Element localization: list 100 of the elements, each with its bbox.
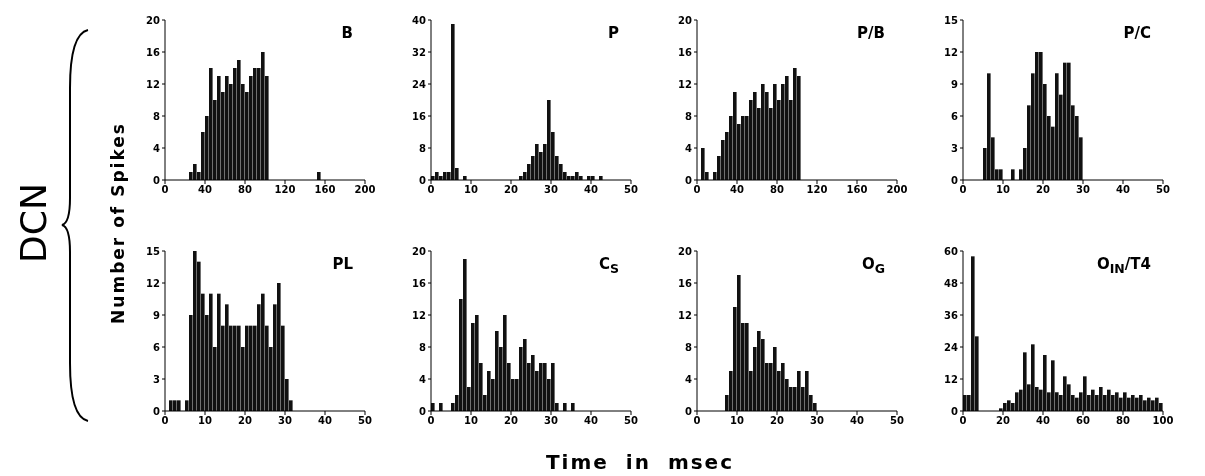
y-tick-label: 32 [412, 46, 427, 58]
x-tick-label: 50 [624, 415, 638, 427]
x-tick-label: 30 [1076, 184, 1090, 196]
x-tick-label: 40 [584, 184, 598, 196]
y-tick-label: 20 [678, 245, 693, 257]
y-tick-label: 0 [419, 174, 427, 186]
x-tick-label: 200 [354, 184, 376, 196]
x-tick-label: 40 [1116, 184, 1130, 196]
x-tick-label: 80 [238, 184, 252, 196]
x-tick-label: 10 [996, 184, 1010, 196]
x-tick-label: 0 [693, 184, 701, 196]
x-tick-label: 80 [770, 184, 784, 196]
chart-title: P [608, 24, 619, 42]
x-tick-label: 40 [1036, 415, 1050, 427]
y-tick-label: 8 [153, 110, 161, 122]
y-tick-label: 16 [678, 46, 693, 58]
x-tick-label: 160 [314, 184, 336, 196]
y-tick-label: 24 [412, 78, 427, 90]
y-tick-label: 9 [153, 309, 161, 321]
chart-title: O$_{IN}$/T4 [1096, 255, 1151, 276]
y-tick-label: 48 [944, 277, 959, 289]
y-tick-label: 40 [412, 14, 427, 26]
chart-title: PL [332, 255, 353, 273]
y-tick-label: 0 [951, 405, 959, 417]
x-tick-label: 50 [624, 184, 638, 196]
x-tick-label: 10 [198, 415, 212, 427]
y-axis-title: Number of Spikes [108, 122, 128, 324]
x-tick-label: 60 [1076, 415, 1090, 427]
chart-title: B [341, 24, 353, 42]
y-tick-label: 12 [678, 78, 693, 90]
y-tick-label: 20 [412, 245, 427, 257]
y-tick-label: 4 [685, 142, 693, 154]
x-tick-label: 40 [850, 415, 864, 427]
y-tick-label: 4 [419, 373, 427, 385]
x-tick-label: 40 [730, 184, 744, 196]
y-tick-label: 12 [678, 309, 693, 321]
x-tick-label: 30 [544, 184, 558, 196]
x-tick-label: 20 [996, 415, 1010, 427]
y-tick-label: 16 [412, 110, 427, 122]
y-tick-label: 0 [685, 405, 693, 417]
x-tick-label: 40 [198, 184, 212, 196]
x-tick-label: 10 [730, 415, 744, 427]
x-tick-label: 10 [464, 415, 478, 427]
x-tick-label: 40 [318, 415, 332, 427]
y-tick-label: 15 [146, 245, 161, 257]
x-tick-label: 40 [584, 415, 598, 427]
x-tick-label: 120 [806, 184, 828, 196]
x-tick-label: 100 [1152, 415, 1174, 427]
chart-title: P/C [1123, 24, 1151, 42]
x-tick-label: 80 [1116, 415, 1130, 427]
y-tick-label: 6 [153, 341, 161, 353]
y-tick-label: 16 [678, 277, 693, 289]
y-tick-label: 15 [944, 14, 959, 26]
x-tick-label: 30 [278, 415, 292, 427]
x-tick-label: 20 [770, 415, 784, 427]
x-tick-label: 0 [959, 184, 967, 196]
y-tick-label: 8 [419, 341, 427, 353]
chart-title: P/B [857, 24, 885, 42]
x-tick-label: 20 [504, 415, 518, 427]
text: DCN [12, 183, 54, 263]
x-tick-label: 160 [846, 184, 868, 196]
y-tick-label: 0 [153, 174, 161, 186]
x-tick-label: 0 [427, 415, 435, 427]
y-tick-label: 12 [146, 78, 161, 90]
y-tick-label: 60 [944, 245, 959, 257]
y-tick-label: 12 [944, 46, 959, 58]
y-tick-label: 12 [146, 277, 161, 289]
x-tick-label: 0 [427, 184, 435, 196]
chart-title: O$_{G}$ [861, 255, 885, 276]
x-tick-label: 20 [238, 415, 252, 427]
y-tick-label: 36 [944, 309, 959, 321]
y-tick-label: 4 [685, 373, 693, 385]
y-tick-label: 3 [951, 142, 959, 154]
x-tick-label: 0 [959, 415, 967, 427]
x-tick-label: 20 [504, 184, 518, 196]
x-tick-label: 30 [810, 415, 824, 427]
chart-title: C$_{S}$ [598, 255, 619, 276]
x-tick-label: 0 [161, 184, 169, 196]
x-tick-label: 50 [358, 415, 372, 427]
y-tick-label: 6 [951, 110, 959, 122]
y-tick-label: 12 [944, 373, 959, 385]
x-tick-label: 20 [1036, 184, 1050, 196]
y-tick-label: 0 [153, 405, 161, 417]
x-tick-label: 50 [890, 415, 904, 427]
y-tick-label: 24 [944, 341, 959, 353]
y-tick-label: 8 [419, 142, 427, 154]
x-tick-label: 10 [464, 184, 478, 196]
y-tick-label: 0 [419, 405, 427, 417]
y-tick-label: 3 [153, 373, 161, 385]
y-tick-label: 8 [685, 110, 693, 122]
x-tick-label: 50 [1156, 184, 1170, 196]
x-tick-label: 120 [274, 184, 296, 196]
y-tick-label: 16 [412, 277, 427, 289]
y-tick-label: 0 [951, 174, 959, 186]
y-tick-label: 20 [146, 14, 161, 26]
y-tick-label: 4 [153, 142, 161, 154]
y-tick-label: 0 [685, 174, 693, 186]
x-axis-title: Time in msec [545, 450, 735, 474]
x-tick-label: 200 [886, 184, 908, 196]
y-tick-label: 16 [146, 46, 161, 58]
